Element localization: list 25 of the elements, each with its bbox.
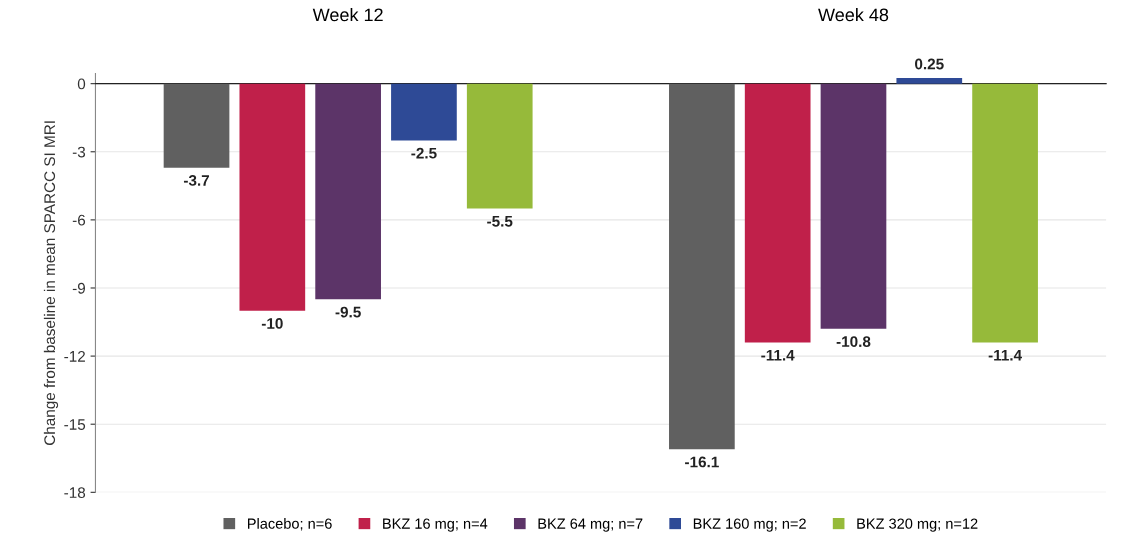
- data-label: -3.7: [183, 175, 210, 186]
- legend-label: BKZ 64 mg; n=7: [538, 518, 643, 532]
- y-tick-label: -15: [64, 419, 86, 430]
- data-label: -11.4: [988, 349, 1022, 361]
- x-tick-label: Week 12: [312, 8, 383, 22]
- x-tick-label: Week 48: [818, 8, 889, 22]
- data-label: -5.5: [487, 216, 513, 227]
- y-tick-label: -12: [64, 350, 85, 362]
- y-tick-label: -18: [64, 487, 86, 499]
- data-label: -10: [261, 318, 283, 329]
- data-label: -9.5: [335, 306, 361, 318]
- y-tick-label: -6: [72, 214, 86, 226]
- legend-label: BKZ 160 mg; n=2: [693, 518, 806, 532]
- legend-label: Placebo; n=6: [248, 518, 332, 531]
- y-axis-title: Change from baseline in mean SPARCC SI MRI: [43, 121, 59, 445]
- data-label: -16.1: [685, 456, 719, 468]
- data-label: -2.5: [411, 147, 437, 159]
- data-label: -11.4: [761, 349, 795, 361]
- data-label: 0.25: [915, 58, 944, 70]
- y-tick-label: 0: [77, 78, 86, 90]
- y-tick-label: -3: [72, 146, 86, 158]
- y-tick-label: -9: [72, 282, 86, 294]
- legend-label: BKZ 320 mg; n=12: [857, 518, 978, 532]
- legend-label: BKZ 16 mg; n=4: [383, 518, 488, 532]
- data-label: -10.8: [836, 336, 871, 348]
